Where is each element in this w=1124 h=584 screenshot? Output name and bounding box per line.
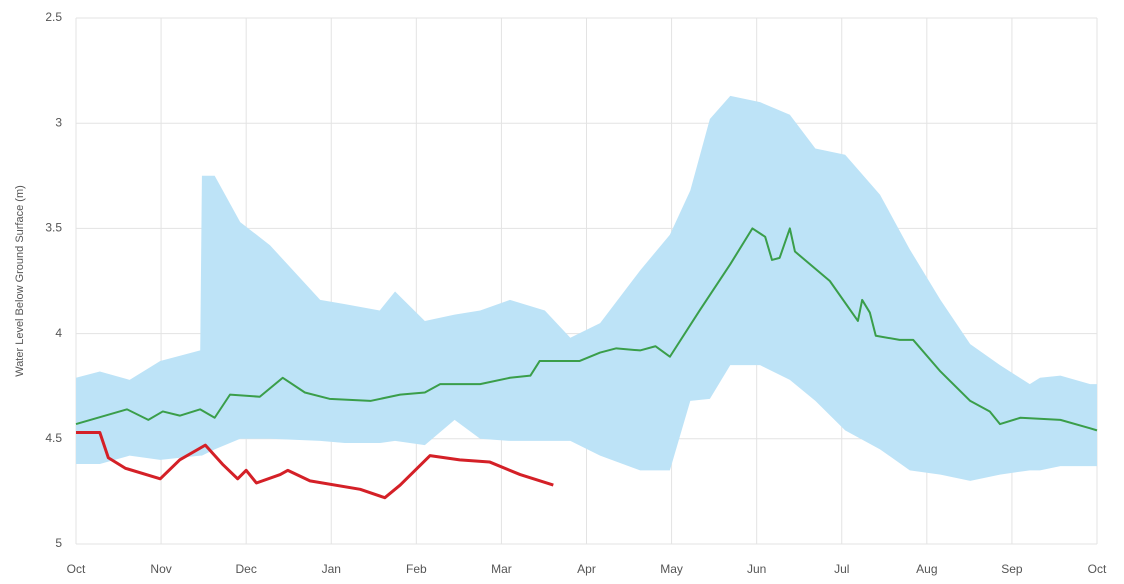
y-tick-label: 3 [55, 115, 62, 129]
y-tick-label: 3.5 [45, 221, 62, 235]
x-tick-label: Oct [67, 562, 86, 576]
x-tick-label: Oct [1088, 562, 1107, 576]
x-tick-label: May [660, 562, 683, 576]
x-tick-label: Sep [1001, 562, 1023, 576]
line [76, 430, 554, 500]
range-band [76, 95, 1097, 481]
y-axis-label: Water Level Below Ground Surface (m) [14, 185, 26, 377]
x-tick-label: Jun [747, 562, 766, 576]
x-tick-label: Dec [235, 562, 256, 576]
line [75, 227, 1098, 432]
x-tick-label: Nov [150, 562, 171, 576]
y-tick-label: 5 [55, 536, 62, 550]
x-tick-label: Aug [916, 562, 937, 576]
x-tick-label: Feb [406, 562, 427, 576]
x-tick-label: Apr [577, 562, 596, 576]
x-tick-label: Jan [322, 562, 341, 576]
x-tick-label: Jul [834, 562, 849, 576]
y-tick-label: 2.5 [45, 10, 62, 24]
x-tick-label: Mar [491, 562, 512, 576]
y-tick-label: 4 [55, 326, 62, 340]
y-tick-label: 4.5 [45, 431, 62, 445]
